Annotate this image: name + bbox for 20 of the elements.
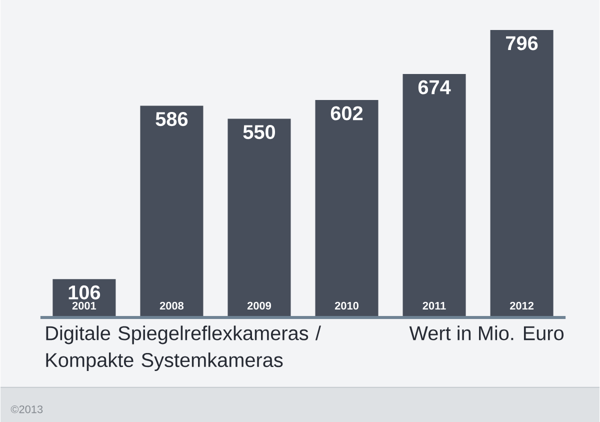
data-label: 674 xyxy=(418,80,451,94)
data-label: 796 xyxy=(506,36,538,50)
data-label: 106 xyxy=(68,285,100,300)
bar xyxy=(228,118,291,318)
data-label: 550 xyxy=(243,124,276,139)
bar xyxy=(140,106,204,318)
x-tick-label: 2008 xyxy=(160,302,184,310)
data-label: 586 xyxy=(156,112,188,126)
text: Digitale Spiegelreflexkameras / Kompakte Systemkameras xyxy=(46,326,321,371)
bar xyxy=(402,74,466,318)
x-tick-label: 2012 xyxy=(510,302,534,310)
bar xyxy=(315,100,378,318)
bar xyxy=(490,30,554,318)
x-tick-label: 2010 xyxy=(334,302,358,310)
data-label: 602 xyxy=(330,106,363,120)
x-tick-label: 2009 xyxy=(247,302,271,310)
text: Wert in Mio. Euro xyxy=(409,326,564,340)
x-tick-label: 2001 xyxy=(72,302,96,310)
text: ©2013 xyxy=(10,405,43,414)
x-tick-label: 2011 xyxy=(422,302,446,310)
